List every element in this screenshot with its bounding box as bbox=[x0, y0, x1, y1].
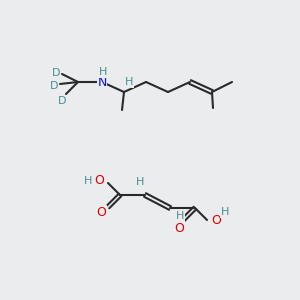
Text: H: H bbox=[136, 177, 144, 187]
Text: O: O bbox=[94, 175, 104, 188]
Text: H: H bbox=[125, 77, 133, 87]
Text: O: O bbox=[96, 206, 106, 218]
Text: H: H bbox=[84, 176, 92, 186]
Text: D: D bbox=[50, 81, 58, 91]
Text: H: H bbox=[221, 207, 229, 217]
Text: D: D bbox=[58, 96, 66, 106]
Text: N: N bbox=[97, 76, 107, 88]
Text: O: O bbox=[174, 221, 184, 235]
Text: O: O bbox=[211, 214, 221, 226]
Text: D: D bbox=[52, 68, 60, 78]
Text: H: H bbox=[176, 211, 184, 221]
Text: H: H bbox=[99, 67, 107, 77]
